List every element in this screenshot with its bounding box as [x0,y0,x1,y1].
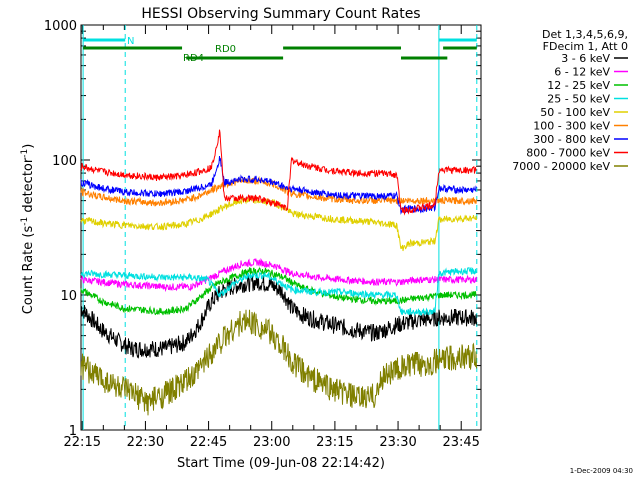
y-axis-label: Count Rate (s-1 detector-1) [20,144,36,315]
x-tick-label: 22:15 [64,435,101,450]
legend-entry-label: 25 - 50 keV [547,93,610,106]
series-line-6 [80,175,477,207]
series-line-2 [80,257,477,293]
legend-entry-label: 100 - 300 keV [533,120,610,133]
legend-header-line: FDecim 1, Att 0 [543,40,628,53]
y-tick-label: 10 [60,289,77,304]
legend-entry-label: 300 - 800 keV [533,133,610,146]
legend-entry-label: 50 - 100 keV [540,106,610,119]
x-tick-label: 23:00 [253,435,290,450]
footer-timestamp: 1-Dec-2009 04:30 [570,467,633,475]
x-axis-label: Start Time (09-Jun-08 22:14:42) [177,456,385,471]
x-tick-label: 23:30 [379,435,416,450]
legend-entry-label: 6 - 12 keV [554,66,610,79]
legend-entry-label: 7000 - 20000 keV [512,160,610,173]
series-line-8 [80,129,477,216]
chart-title: HESSI Observing Summary Count Rates [141,6,420,22]
x-tick-label: 22:30 [127,435,164,450]
y-tick-label: 1000 [44,19,77,34]
y-tick-label: 100 [52,154,77,169]
x-tick-label: 22:45 [190,435,227,450]
legend-entry-label: 12 - 25 keV [547,79,610,92]
state-label-rd0: RD0 [215,44,236,55]
series-line-7 [80,155,477,215]
legend-entry-label: 800 - 7000 keV [526,147,610,160]
y-tick-label: 1 [69,424,77,439]
legend-header-line: Det 1,3,4,5,6,9, [542,28,628,41]
x-tick-label: 23:15 [316,435,353,450]
state-label-rd4: RD4 [183,53,204,64]
series-line-9 [80,309,477,416]
series-line-3 [80,267,477,316]
legend-entry-label: 3 - 6 keV [561,52,610,65]
state-label-n: N [127,36,134,47]
x-tick-label: 23:45 [442,435,479,450]
series-line-5 [80,195,477,252]
series-line-4 [80,266,477,316]
plot-frame [80,24,482,431]
